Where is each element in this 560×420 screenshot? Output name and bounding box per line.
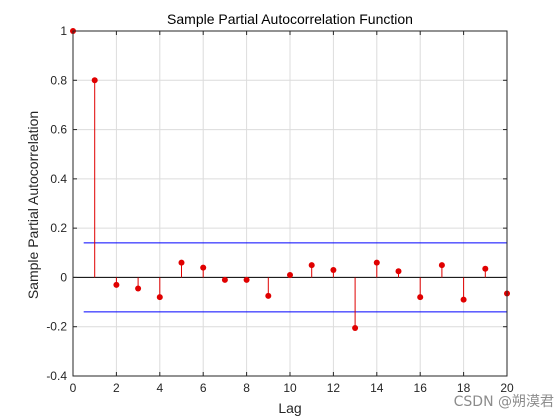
- y-tick-label: -0.2: [46, 320, 67, 334]
- stem-marker-lag-11: [308, 262, 315, 269]
- x-tick-label: 2: [113, 381, 120, 395]
- stem-marker-lag-14: [373, 259, 380, 266]
- stem-marker-lag-5: [178, 259, 185, 266]
- x-tick-label: 14: [370, 381, 384, 395]
- stem-marker-lag-18: [460, 296, 467, 303]
- y-axis-label: Sample Partial Autocorrelation: [25, 111, 41, 299]
- y-tick-label: 0.2: [50, 221, 67, 235]
- y-tick-labels: -0.4 -0.2 0 0.2 0.4 0.6 0.8 1: [46, 24, 67, 383]
- stem-marker-lag-2: [113, 281, 120, 288]
- stem-marker-lag-10: [287, 271, 293, 278]
- y-tick-label: 1: [60, 24, 67, 38]
- watermark: CSDN @朔漠君: [454, 394, 554, 410]
- confidence-bounds: [83, 242, 507, 313]
- x-tick-label: 6: [200, 381, 207, 395]
- stem-marker-lag-19: [482, 265, 489, 272]
- stem-marker-lag-16: [417, 294, 424, 301]
- x-tick-label: 8: [243, 381, 250, 395]
- stem-marker-lag-8: [243, 276, 250, 283]
- stem-marker-lag-1: [91, 77, 98, 84]
- stem-marker-lag-3: [135, 285, 142, 292]
- chart-title: Sample Partial Autocorrelation Function: [167, 11, 413, 27]
- y-tick-label: 0: [60, 270, 67, 284]
- x-tick-label: 20: [500, 381, 514, 395]
- x-tick-label: 16: [414, 381, 428, 395]
- stem-marker-lag-12: [330, 267, 337, 274]
- x-tick-label: 18: [457, 381, 471, 395]
- stem-marker-lag-17: [438, 262, 445, 269]
- stem-marker-lag-13: [352, 324, 359, 331]
- x-axis-label: Lag: [278, 400, 301, 416]
- y-tick-label: 0.4: [50, 172, 67, 186]
- x-tick-label: 12: [327, 381, 341, 395]
- x-tick-labels: 0 2 4 6 8 10 12 14 16 18 20: [70, 381, 514, 395]
- stem-marker-lag-6: [200, 264, 207, 271]
- y-tick-label: 0.6: [50, 123, 67, 137]
- stem-marker-lag-7: [221, 276, 228, 283]
- x-tick-label: 10: [283, 381, 297, 395]
- stem-marker-lag-15: [395, 268, 402, 275]
- x-tick-label: 4: [156, 381, 163, 395]
- y-tick-label: 0.8: [50, 73, 67, 87]
- x-tick-label: 0: [70, 381, 77, 395]
- stem-marker-lag-4: [156, 294, 163, 301]
- y-tick-label: -0.4: [46, 369, 67, 383]
- stem-marker-lag-9: [265, 292, 272, 299]
